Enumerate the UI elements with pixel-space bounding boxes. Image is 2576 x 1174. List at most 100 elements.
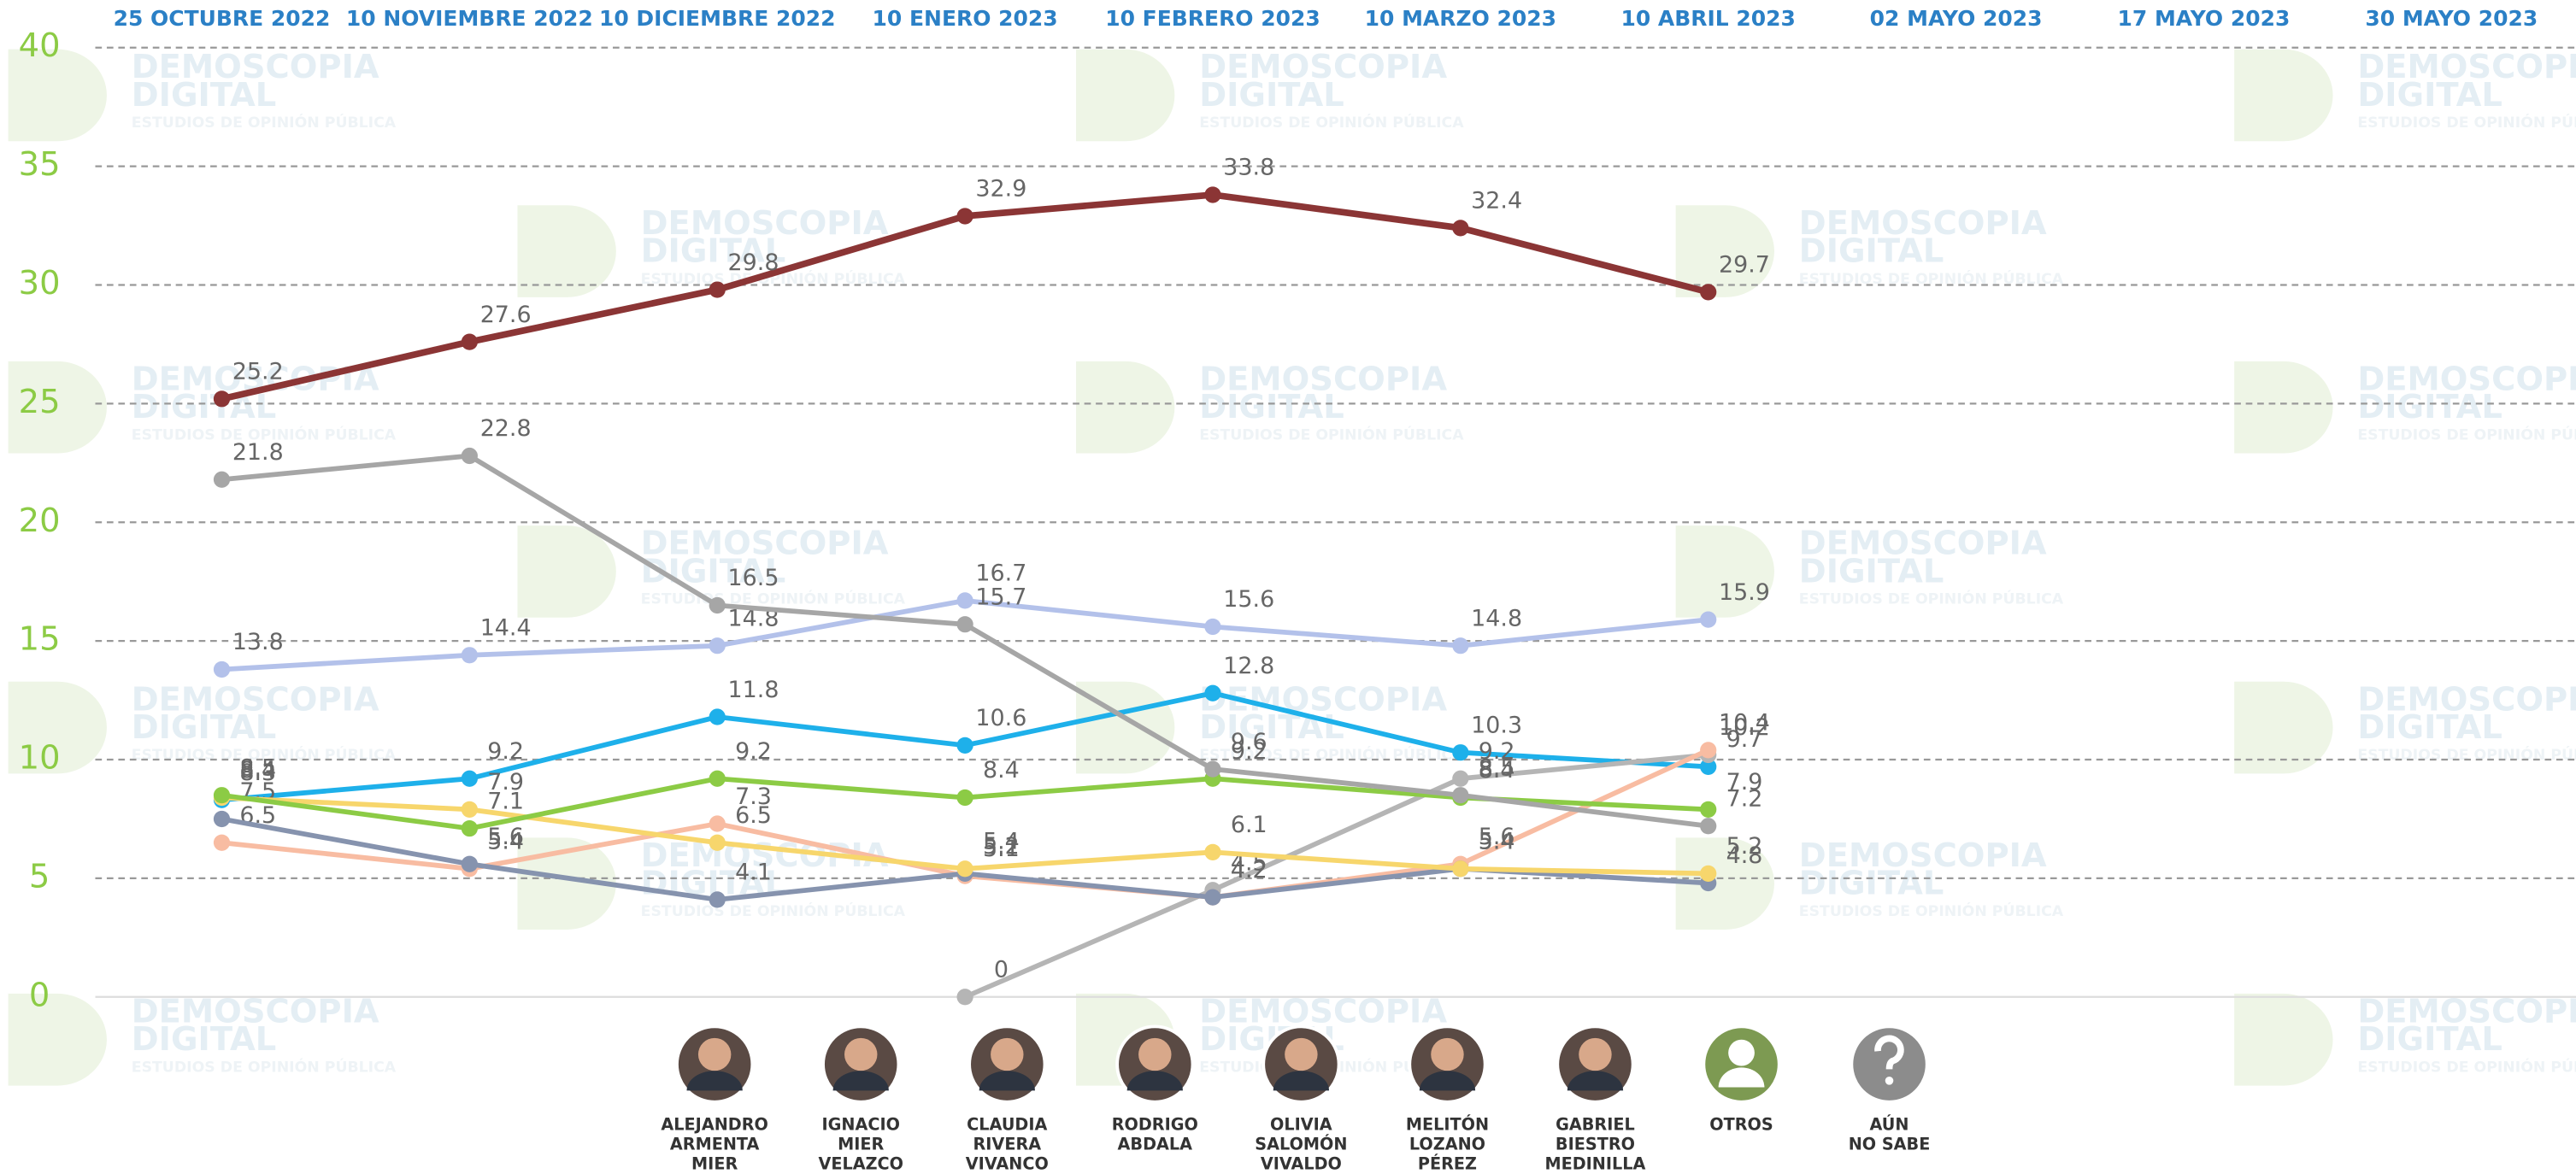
data-label: 5.4 (1479, 829, 1515, 855)
watermark-text: DEMOSCOPIA (1199, 992, 1447, 1030)
watermark-logo (1076, 361, 1175, 454)
data-label: 29.8 (728, 249, 779, 276)
data-label: 15.9 (1719, 579, 1770, 606)
data-point (709, 891, 726, 908)
watermark-text: ESTUDIOS DE OPINIÓN PÚBLICA (132, 113, 397, 132)
legend-icon (1874, 1035, 1904, 1070)
legend-label: ALEJANDRO ARMENTA MIER (661, 1117, 768, 1174)
data-label: 13.8 (232, 629, 284, 655)
watermark-text: ESTUDIOS DE OPINIÓN PÚBLICA (1199, 113, 1464, 132)
watermark-logo (2234, 993, 2333, 1086)
watermark-text: ESTUDIOS DE OPINIÓN PÚBLICA (641, 590, 906, 608)
watermark-text: DEMOSCOPIA (2357, 680, 2576, 719)
watermark-text: DIGITAL (1199, 388, 1344, 426)
series: 8.4 7.96.55.46.15.4 5.2 (213, 757, 1762, 882)
data-point (956, 860, 973, 878)
data-label: 4.1 (735, 860, 772, 886)
watermark-text: ESTUDIOS DE OPINIÓN PÚBLICA (1799, 590, 2064, 608)
x-tick-label: 10 ENERO 2023 (873, 6, 1058, 31)
watermark-logo (8, 993, 107, 1086)
data-label: 11.8 (728, 677, 779, 703)
legend-face (697, 1037, 732, 1071)
watermark-text: ESTUDIOS DE OPINIÓN PÚBLICA (1199, 425, 1464, 443)
data-label: 9.2 (487, 738, 524, 765)
watermark-text: DEMOSCOPIA (1799, 204, 2047, 243)
x-tick-label: 10 ABRIL 2023 (1620, 6, 1795, 31)
data-point (956, 989, 973, 1006)
data-point (709, 815, 726, 832)
legend-icon (1718, 1067, 1765, 1088)
data-point (709, 281, 726, 298)
data-label: 9.2 (1479, 738, 1515, 765)
data-label: 5.6 (1479, 824, 1515, 850)
data-point (1700, 801, 1717, 818)
watermark-text: DIGITAL (1799, 232, 1944, 271)
watermark-text: DIGITAL (2357, 1020, 2502, 1059)
data-label: 8.4 (1479, 757, 1515, 784)
data-label: 8.4 (983, 757, 1020, 784)
data-label: 14.8 (1471, 605, 1522, 631)
legend-label: RODRIGO ABDALA (1111, 1117, 1198, 1155)
data-point (956, 592, 973, 609)
data-point (1700, 818, 1717, 835)
data-point (1204, 889, 1221, 906)
watermark-text: DEMOSCOPIA (132, 48, 379, 86)
data-label: 5.1 (983, 836, 1020, 862)
data-label: 32.9 (975, 176, 1026, 203)
watermark-logo (517, 837, 616, 930)
data-label: 15.6 (1223, 586, 1274, 613)
x-tick-label: 10 DICIEMBRE 2022 (599, 6, 835, 31)
y-tick-label: 30 (19, 264, 61, 302)
legend-body (686, 1071, 743, 1091)
data-label: 10.6 (975, 705, 1026, 731)
data-point (461, 801, 478, 818)
series: 8.57.19.28.49.28.4 7.9 (213, 738, 1763, 837)
data-point (709, 708, 726, 725)
data-point (461, 855, 478, 872)
data-point (1700, 284, 1717, 301)
data-label: 9.2 (1231, 738, 1267, 765)
data-label: 9.6 (1231, 729, 1267, 755)
watermark-text: DEMOSCOPIA (1199, 48, 1447, 86)
watermark-text: ESTUDIOS DE OPINIÓN PÚBLICA (132, 1057, 397, 1076)
data-label: 7.9 (1726, 769, 1763, 795)
data-point (956, 616, 973, 633)
watermark-text: DEMOSCOPIA (132, 992, 379, 1030)
data-point (1204, 760, 1221, 778)
data-label: 12.8 (1223, 653, 1274, 679)
legend-label: OLIVIA SALOMÓN VIVALDO (1255, 1117, 1348, 1174)
legend-icon (1885, 1077, 1894, 1085)
data-point (709, 637, 726, 655)
x-tick-label: 10 NOVIEMBRE 2022 (346, 6, 593, 31)
legend-label: CLAUDIA RIVERA VIVANCO (965, 1117, 1049, 1174)
watermark-text: ESTUDIOS DE OPINIÓN PÚBLICA (1799, 901, 2064, 920)
y-tick-label: 5 (29, 857, 50, 895)
data-point (461, 647, 478, 664)
watermark-text: DIGITAL (1199, 708, 1344, 747)
watermark-text: DIGITAL (1799, 552, 1944, 590)
watermark-text: DEMOSCOPIA (641, 525, 889, 563)
legend-body (1126, 1071, 1183, 1091)
data-point (1452, 770, 1469, 787)
series: 13.814.4 14.816.715.614.815.9 (213, 561, 1770, 678)
legend-icon (1728, 1039, 1755, 1066)
data-point (213, 390, 231, 408)
watermark-text: ESTUDIOS DE OPINIÓN PÚBLICA (2357, 745, 2576, 764)
data-point (1452, 744, 1469, 761)
watermark-logo (1675, 837, 1774, 930)
data-point (1700, 611, 1717, 628)
data-label: 15.7 (975, 584, 1026, 610)
data-label: 16.7 (975, 561, 1026, 587)
x-tick-label: 02 MAYO 2023 (1870, 6, 2043, 31)
x-tick-label: 10 FEBRERO 2023 (1105, 6, 1320, 31)
watermark-text: DIGITAL (2357, 388, 2502, 426)
watermark-text: DEMOSCOPIA (2357, 360, 2576, 398)
data-point (956, 737, 973, 754)
data-point (709, 596, 726, 614)
x-tick-label: 30 MAYO 2023 (2365, 6, 2538, 31)
data-label: 7.9 (487, 769, 524, 795)
data-point (213, 787, 231, 804)
watermark-text: DIGITAL (132, 1020, 277, 1059)
legend-body (1567, 1071, 1624, 1091)
